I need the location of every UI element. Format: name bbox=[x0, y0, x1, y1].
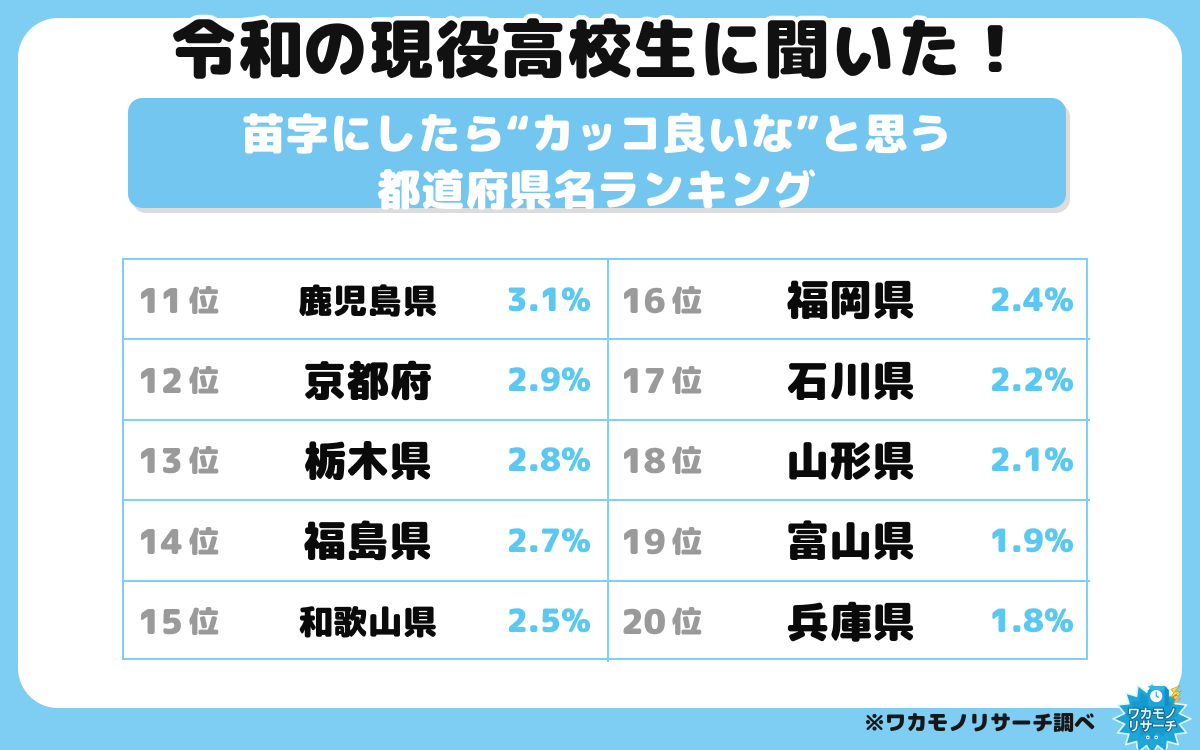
svg-text:リサーチ: リサーチ bbox=[1128, 720, 1177, 734]
